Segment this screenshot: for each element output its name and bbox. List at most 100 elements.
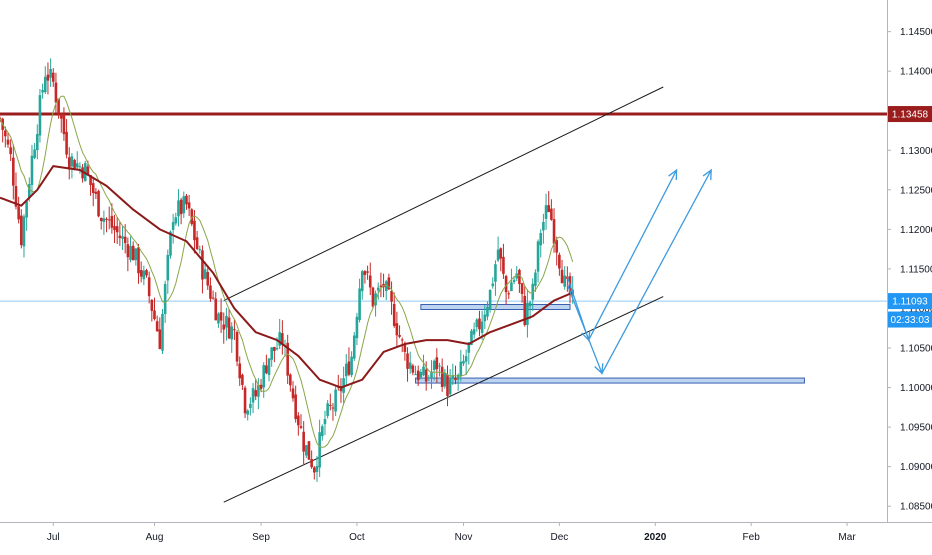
candle-body bbox=[62, 115, 66, 135]
candle-body bbox=[249, 403, 252, 409]
arrowhead bbox=[594, 363, 604, 375]
price-marker-box bbox=[888, 311, 932, 328]
candle-body bbox=[427, 377, 431, 379]
candle-body bbox=[523, 295, 527, 325]
candle-body bbox=[491, 283, 495, 287]
candle-body bbox=[225, 316, 228, 328]
candle-body bbox=[187, 202, 191, 209]
candle-body bbox=[158, 329, 162, 349]
candle-body bbox=[281, 333, 284, 345]
candle-body bbox=[91, 183, 95, 193]
candle-body bbox=[89, 175, 92, 186]
arrowhead bbox=[668, 168, 678, 181]
candle-body bbox=[57, 98, 60, 114]
horizontal-levels bbox=[0, 112, 887, 302]
candle-body bbox=[67, 157, 71, 170]
candle-body bbox=[520, 283, 524, 295]
candle-body bbox=[555, 240, 559, 253]
candle-body bbox=[70, 156, 74, 167]
candle-body bbox=[145, 270, 148, 276]
candle-body bbox=[488, 289, 492, 310]
candle-body bbox=[398, 334, 401, 337]
candle-body bbox=[65, 131, 68, 155]
candle-body bbox=[411, 365, 415, 373]
candle-body bbox=[510, 282, 513, 292]
x-tick-label: Mar bbox=[838, 532, 856, 543]
candle-body bbox=[328, 404, 332, 406]
y-tick-label: 1.08500 bbox=[900, 502, 932, 513]
candle-body bbox=[334, 389, 337, 412]
candle-body bbox=[246, 410, 250, 415]
candle-body bbox=[318, 432, 321, 468]
candle-body bbox=[403, 344, 407, 352]
candle-body bbox=[435, 357, 439, 370]
y-tick-label: 1.09500 bbox=[900, 423, 932, 434]
candle-body bbox=[416, 370, 420, 381]
candle-body bbox=[17, 206, 20, 220]
candle-body bbox=[0, 118, 2, 120]
candle-body bbox=[177, 200, 180, 217]
candle-body bbox=[326, 403, 329, 416]
time-axis[interactable]: JulAugSepOctNovDec2020FebMarAprMay bbox=[0, 522, 932, 543]
candle-body bbox=[432, 360, 436, 370]
candle-body bbox=[275, 348, 279, 350]
candle-body bbox=[448, 379, 452, 395]
price-markers: 1.13458 1.11093 02:33:03 bbox=[888, 106, 932, 328]
candle-body bbox=[230, 326, 234, 340]
candle-body bbox=[560, 269, 564, 284]
candle-body bbox=[121, 236, 124, 239]
candle-body bbox=[105, 218, 108, 220]
candle-body bbox=[134, 248, 138, 261]
candle-body bbox=[22, 216, 26, 247]
candle-body bbox=[265, 365, 268, 374]
candle-body bbox=[400, 339, 404, 341]
candle-body bbox=[390, 290, 393, 302]
candle-body bbox=[267, 358, 271, 375]
candle-body bbox=[424, 369, 428, 382]
candle-body bbox=[297, 415, 300, 426]
candle-body bbox=[86, 166, 90, 175]
candle-body bbox=[150, 299, 154, 311]
candle-body bbox=[363, 271, 367, 275]
candle-body bbox=[502, 256, 505, 274]
candle-body bbox=[217, 313, 220, 324]
candle-body bbox=[302, 431, 305, 452]
candle-body bbox=[203, 269, 207, 279]
candle-body bbox=[209, 285, 212, 299]
candle-body bbox=[28, 184, 31, 199]
candle-body bbox=[118, 235, 122, 239]
candle-body bbox=[475, 319, 479, 328]
candle-body bbox=[368, 275, 372, 288]
y-tick-label: 1.10000 bbox=[900, 383, 932, 394]
x-tick-label: Nov bbox=[455, 532, 473, 543]
candle-body bbox=[235, 331, 239, 362]
candle-body bbox=[179, 199, 183, 215]
candle-body bbox=[123, 236, 127, 244]
candle-body bbox=[331, 407, 335, 409]
candle-body bbox=[131, 245, 135, 261]
candle-body bbox=[462, 360, 465, 364]
candle-body bbox=[195, 237, 199, 250]
x-tick-label: Oct bbox=[349, 532, 365, 543]
candle-body bbox=[113, 226, 116, 231]
candle-body bbox=[6, 139, 10, 145]
candle-body bbox=[558, 254, 561, 269]
candle-body bbox=[102, 218, 106, 222]
candle-body bbox=[360, 271, 364, 292]
fast-moving-average bbox=[0, 95, 574, 448]
candle-body bbox=[366, 271, 369, 273]
candle-body bbox=[408, 362, 412, 369]
candle-body bbox=[419, 371, 423, 378]
candle-body bbox=[262, 365, 266, 388]
arrowhead bbox=[702, 168, 712, 181]
candle-body bbox=[227, 317, 231, 339]
candle-body bbox=[456, 374, 460, 380]
candle-body bbox=[496, 249, 500, 261]
y-tick-label: 1.12000 bbox=[900, 225, 932, 236]
candle-body bbox=[161, 313, 164, 351]
candle-body bbox=[438, 365, 441, 367]
candle-body bbox=[352, 335, 356, 359]
candle-body bbox=[219, 312, 223, 321]
candle-body bbox=[99, 217, 103, 221]
candle-body bbox=[534, 272, 537, 286]
